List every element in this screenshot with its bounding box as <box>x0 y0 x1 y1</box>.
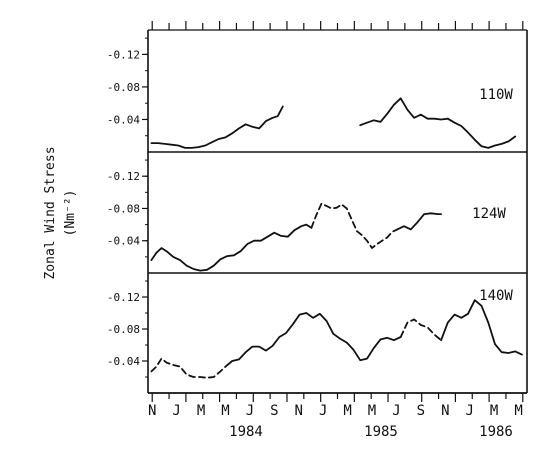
series-124W-solid-segment <box>150 223 313 272</box>
x-tick-label: J <box>319 403 327 419</box>
y-tick-label: -0.08 <box>107 81 140 94</box>
x-tick-label: S <box>270 403 278 419</box>
y-axis-unit-label: (Nm⁻²) <box>63 190 78 237</box>
panel-label-124W: 124W <box>472 206 506 222</box>
year-label: 1984 <box>229 424 263 440</box>
x-tick-label: S <box>417 403 425 419</box>
y-tick-label: -0.08 <box>107 202 140 215</box>
series-140W-solid-segment <box>224 312 402 368</box>
series-110W-solid-segment <box>359 97 517 149</box>
x-tick-label: N <box>441 403 449 419</box>
y-axis-label: Zonal Wind Stress <box>43 146 58 279</box>
x-tick-label: J <box>392 403 400 419</box>
series-124W-dashed-segment <box>310 202 399 249</box>
x-tick-label: M <box>490 403 498 419</box>
x-tick-label: N <box>148 403 156 419</box>
x-tick-label: M <box>514 403 522 419</box>
series-124W-solid-segment <box>396 212 442 231</box>
panel-label-110W: 110W <box>479 87 513 103</box>
x-tick-label: J <box>466 403 474 419</box>
y-tick-label: -0.04 <box>107 113 140 126</box>
year-label: 1985 <box>364 424 398 440</box>
x-tick-label: N <box>295 403 303 419</box>
y-tick-label: -0.08 <box>107 323 140 336</box>
y-tick-label: -0.12 <box>107 291 140 304</box>
series-110W-solid-segment <box>150 105 284 149</box>
y-tick-label: -0.04 <box>107 235 140 248</box>
x-tick-label: M <box>343 403 351 419</box>
x-tick-label: M <box>368 403 376 419</box>
series-140W-dashed-segment <box>399 318 442 342</box>
x-tick-label: M <box>197 403 205 419</box>
year-label: 1986 <box>479 424 513 440</box>
x-tick-label: J <box>172 403 180 419</box>
panel-label-140W: 140W <box>479 288 513 304</box>
x-tick-label: M <box>221 403 229 419</box>
y-tick-label: -0.12 <box>107 170 140 183</box>
y-tick-label: -0.12 <box>107 48 140 61</box>
series-140W-dashed-segment <box>150 357 227 379</box>
y-tick-label: -0.04 <box>107 355 140 368</box>
series-140W-solid-segment <box>440 299 523 356</box>
x-tick-label: J <box>246 403 254 419</box>
y-axis-label-group: Zonal Wind Stress (Nm⁻²) <box>43 146 78 279</box>
